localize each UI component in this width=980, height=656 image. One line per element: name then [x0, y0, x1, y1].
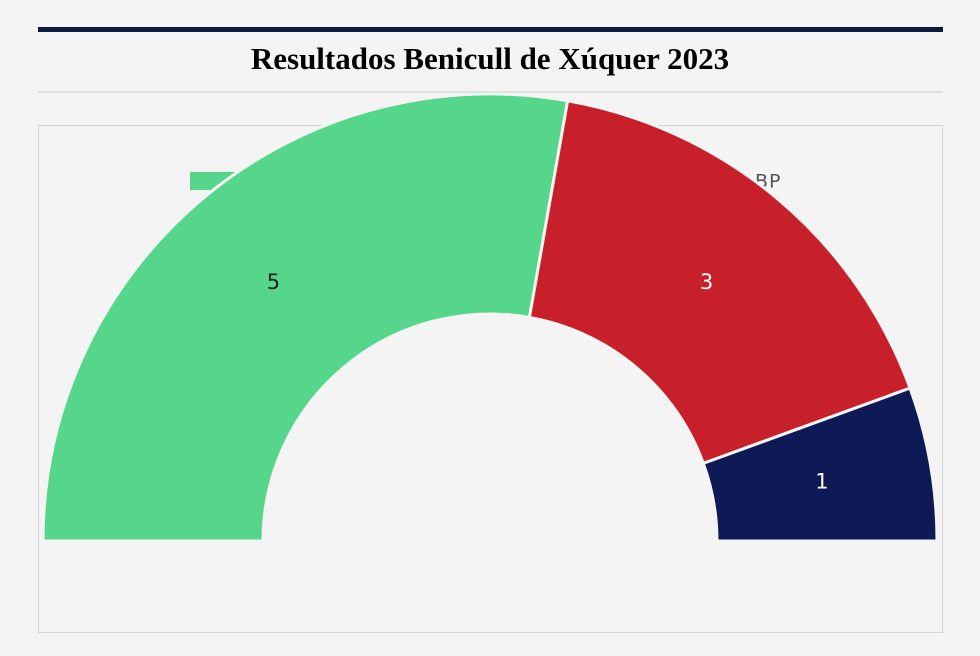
data-label: 3: [700, 270, 713, 294]
data-label: 5: [267, 270, 280, 294]
segment: [701, 386, 939, 543]
segment: [41, 92, 570, 543]
chart-title: Resultados Benicull de Xúquer 2023: [251, 41, 729, 76]
top-rule: [38, 27, 943, 32]
segment: [527, 99, 912, 466]
data-label: 1: [815, 469, 828, 493]
